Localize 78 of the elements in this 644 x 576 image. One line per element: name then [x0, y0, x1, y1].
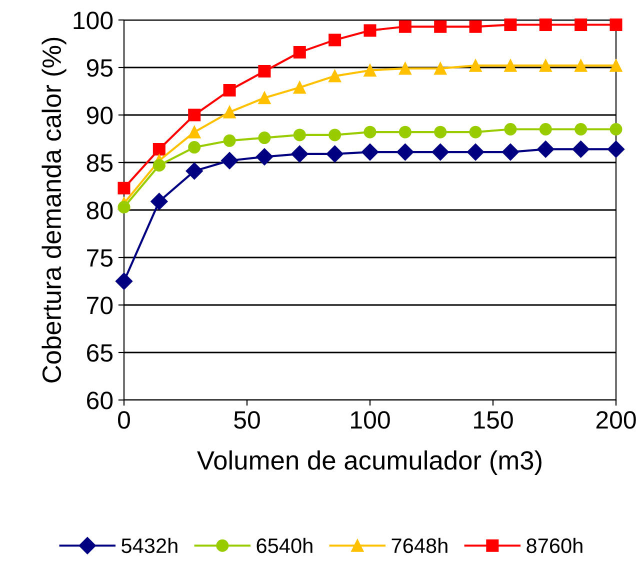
point	[572, 140, 590, 158]
point	[504, 123, 517, 136]
point	[258, 65, 271, 78]
point	[364, 24, 376, 37]
point	[152, 159, 166, 172]
point	[118, 200, 130, 214]
point	[610, 123, 622, 136]
point	[115, 272, 133, 290]
x-tick-label: 50	[234, 411, 260, 429]
y-tick-label: 100	[74, 12, 113, 30]
point	[118, 182, 130, 194]
point	[539, 123, 552, 136]
y-tick-label: 75	[87, 249, 113, 267]
y-tick-label: 80	[86, 202, 113, 220]
point	[326, 145, 344, 162]
point	[504, 18, 517, 31]
point	[398, 126, 412, 138]
x-tick-label: 100	[351, 411, 390, 429]
x-tick-label: 150	[474, 411, 513, 429]
y-tick-label: 90	[86, 106, 113, 124]
point	[539, 59, 552, 72]
point	[469, 20, 482, 33]
point	[256, 148, 274, 166]
point	[188, 108, 201, 122]
point	[537, 140, 554, 158]
legend-label: 8760h	[526, 538, 582, 554]
point	[434, 20, 447, 33]
y-tick-label: 85	[86, 154, 113, 172]
point	[539, 18, 552, 31]
point	[469, 59, 482, 72]
x-tick-label: 200	[596, 411, 636, 429]
point	[220, 152, 238, 170]
point	[432, 144, 449, 161]
point	[574, 123, 588, 136]
point	[291, 145, 308, 162]
point	[466, 144, 484, 161]
legend-label: 6540h	[256, 538, 312, 554]
y-tick-label: 65	[87, 344, 113, 362]
y-tick-label: 70	[87, 296, 113, 314]
legend-label: 7648h	[392, 538, 448, 554]
x-axis-title: Volumen de acumulador (m3)	[197, 450, 542, 475]
point	[223, 106, 236, 118]
point	[293, 81, 306, 94]
point	[434, 62, 447, 75]
point	[328, 70, 342, 82]
point	[364, 64, 376, 77]
x-tick-label: 0	[118, 411, 130, 429]
point	[258, 132, 271, 144]
point	[364, 126, 376, 138]
point	[396, 144, 414, 161]
point	[610, 59, 622, 72]
point	[188, 141, 201, 154]
point	[502, 144, 520, 161]
point	[574, 18, 588, 31]
y-tick-label: 95	[86, 59, 113, 77]
point	[328, 128, 342, 142]
point	[328, 34, 342, 46]
point	[223, 134, 236, 147]
point	[361, 144, 379, 161]
point	[434, 126, 447, 138]
legend-label: 5432h	[122, 538, 178, 554]
point	[610, 18, 622, 31]
point	[293, 128, 306, 142]
y-axis-title: Cobertura demanda calor (%)	[42, 38, 66, 382]
point	[607, 140, 625, 158]
y-tick-label: 60	[87, 392, 113, 410]
point	[469, 126, 482, 138]
point	[398, 20, 412, 33]
point	[188, 126, 201, 138]
point	[293, 46, 306, 59]
point	[186, 162, 203, 180]
point	[152, 142, 166, 156]
point	[258, 92, 271, 104]
point	[150, 192, 168, 210]
point	[398, 62, 412, 75]
point	[504, 59, 517, 72]
point	[223, 84, 236, 97]
point	[574, 59, 588, 72]
